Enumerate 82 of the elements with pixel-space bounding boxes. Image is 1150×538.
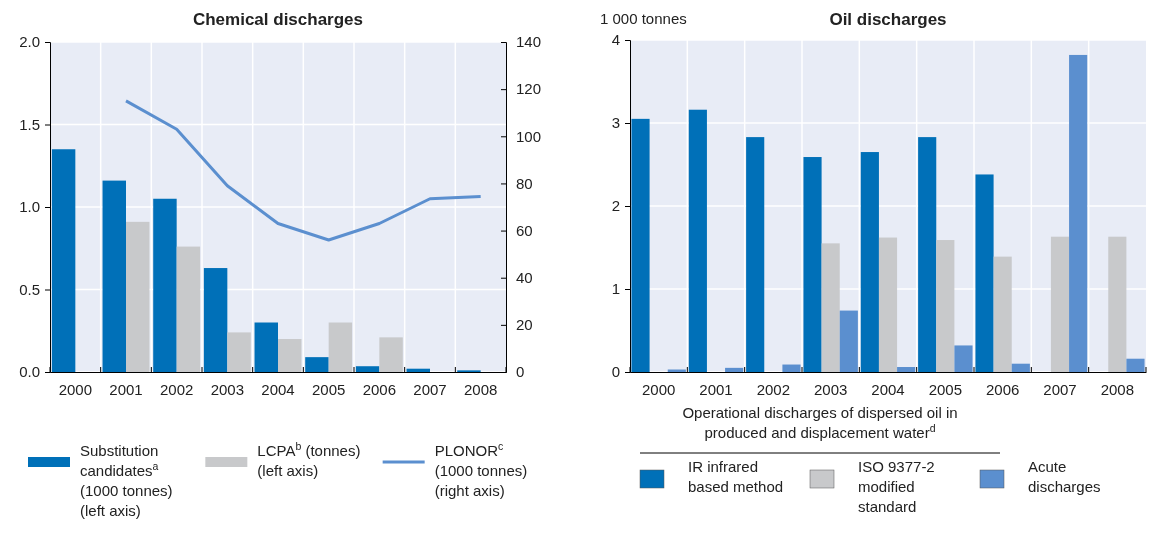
bar [725, 367, 744, 372]
bar [153, 198, 177, 372]
x-tick-label: 2000 [641, 380, 676, 398]
x-tick-label: 2008 [463, 380, 498, 398]
x-tick-label: 2001 [699, 380, 733, 398]
y2-tick-label: 140 [516, 33, 542, 51]
y-tick-label: 0 [611, 363, 620, 381]
x-tick-label: 2008 [1100, 380, 1135, 398]
y2-tick-label: 80 [516, 174, 533, 192]
y-tick-label: 2.0 [19, 33, 40, 51]
bar [821, 243, 840, 372]
y2-tick-label: 0 [516, 363, 525, 381]
x-tick-label: 2006 [985, 380, 1020, 398]
x-tick-label: 2004 [261, 380, 295, 398]
bar [278, 339, 302, 372]
bar [975, 174, 994, 372]
y2-tick-label: 100 [516, 127, 542, 145]
y2-tick-label: 60 [516, 221, 533, 239]
bar [1126, 358, 1145, 372]
bar [305, 357, 329, 372]
y-tick-label: 1 [611, 280, 620, 298]
x-tick-label: 2002 [756, 380, 791, 398]
bar [918, 137, 937, 372]
x-tick-label: 2004 [871, 380, 905, 398]
bar [126, 221, 150, 372]
y-tick-label: 0.0 [19, 363, 40, 381]
legend-label: Acute discharges [1028, 458, 1101, 495]
y2-tick-label: 40 [516, 269, 533, 287]
x-tick-label: 2001 [109, 380, 143, 398]
bar [379, 337, 403, 372]
y-tick-label: 1.0 [19, 198, 40, 216]
chart-title: Chemical discharges [192, 10, 364, 29]
legend-label: PLONOR$^{c}$ (1000 tonnes) (right axis) [434, 440, 528, 499]
legend-title: Operational discharges of dispersed oil in produced and displacement water$^{d}$ [682, 404, 958, 441]
x-tick-label: 2005 [928, 380, 963, 398]
y-tick-label: 4 [611, 31, 620, 49]
bar [803, 157, 822, 372]
y-tick-label: 1.5 [19, 115, 40, 133]
legend-label: Substitution candidates$^{a}$ (1000 tonnes) (left axis) [80, 442, 173, 519]
bar [203, 268, 228, 372]
bar [860, 152, 879, 372]
x-tick-label: 2005 [311, 380, 346, 398]
bar [1050, 236, 1070, 372]
y2-tick-label: 20 [516, 316, 533, 334]
bar [839, 310, 858, 372]
bar [227, 332, 251, 372]
bar [993, 256, 1012, 372]
bar [1011, 363, 1030, 372]
bar [176, 246, 201, 372]
bar [782, 364, 801, 372]
x-tick-label: 2002 [159, 380, 194, 398]
y2-tick-label: 120 [516, 80, 542, 98]
line-series [124, 99, 483, 242]
chart-title: Oil discharges [829, 10, 947, 29]
bar [254, 322, 278, 372]
y-axis-title: 1 000 tonnes [600, 10, 687, 27]
x-tick-label: 2003 [813, 380, 848, 398]
bar [355, 366, 380, 372]
y-tick-label: 2 [611, 197, 620, 215]
bar [328, 322, 353, 372]
bar [954, 345, 973, 372]
bar [51, 149, 76, 372]
bar [1069, 54, 1088, 372]
bar [878, 237, 898, 372]
bar [406, 368, 430, 372]
x-tick-label: 2000 [58, 380, 93, 398]
bar [897, 367, 916, 372]
bar [746, 137, 765, 372]
x-tick-label: 2007 [413, 380, 447, 398]
bar [102, 180, 126, 372]
bar [936, 240, 955, 372]
y-tick-label: 0.5 [19, 280, 40, 298]
legend-label: LCPA$^{b}$ (tonnes) (left axis) [257, 440, 361, 479]
bar [1108, 236, 1127, 372]
bar [688, 109, 707, 372]
x-tick-label: 2007 [1043, 380, 1077, 398]
bar [631, 118, 650, 372]
legend-label: ISO 9377-2 modified standard [858, 458, 935, 515]
y-tick-label: 3 [611, 114, 620, 132]
x-tick-label: 2006 [362, 380, 397, 398]
x-tick-label: 2003 [210, 380, 245, 398]
legend-label: IR infrared based method [688, 458, 784, 495]
